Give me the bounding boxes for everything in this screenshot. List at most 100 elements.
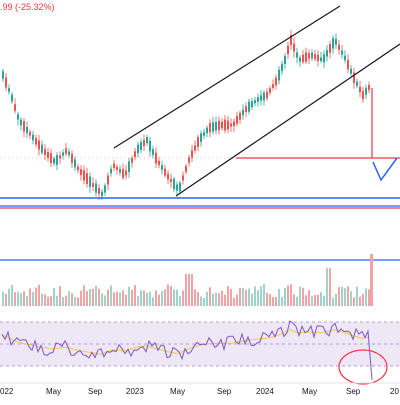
candle-body [80,169,82,176]
candlestick-series [2,30,370,201]
volume-bar [35,287,37,306]
volume-bar [311,296,313,306]
candle-body [350,68,352,74]
volume-bar [62,297,64,306]
time-axis-label: Sep [346,387,361,396]
volume-bar [314,294,316,306]
candle-body [269,88,271,93]
channel-lower-line[interactable] [175,43,400,197]
volume-bar [83,285,85,306]
volume-bar [53,288,55,306]
candle-body [32,134,34,141]
volume-bar [359,296,361,306]
candle-body [281,63,283,72]
volume-bar [140,290,142,306]
volume-bar [14,292,16,306]
time-axis-label: Sep [88,387,103,396]
volume-bar [17,291,19,306]
volume-bar [128,286,130,306]
candle-body [308,53,310,59]
volume-bar [56,295,58,306]
candle-body [266,91,268,99]
volume-bar [287,285,289,306]
target-arrow-icon[interactable] [372,157,398,182]
volume-bar [257,290,259,306]
candle-body [272,84,274,88]
volume-bar [206,291,208,306]
candle-body [155,152,157,164]
time-axis-label: 2024 [256,387,274,396]
candle-body [29,131,31,136]
candle-body [182,175,184,181]
candle-body [296,52,298,58]
volume-bar [107,289,109,306]
volume-bar [251,293,253,306]
volume-bar [137,296,139,306]
candle-body [65,148,67,154]
volume-bar [275,296,277,306]
candle-body [185,166,187,172]
candle-body [26,126,28,134]
candle-body [263,92,265,101]
volume-bar [20,293,22,306]
time-axis-label: May [46,387,61,396]
volume-bar [302,287,304,306]
volume-bar [179,296,181,306]
candle-body [89,176,91,187]
volume-bar [122,290,124,306]
candle-body [356,81,358,86]
volume-bar [92,288,94,306]
volume-bar [197,292,199,306]
candle-body [107,175,109,185]
candle-body [110,168,112,174]
price-change-percent: (-25.32%) [15,2,55,12]
time-axis-label: May [170,387,185,396]
price-pane[interactable] [0,5,400,209]
volume-bar [170,286,172,306]
circle-annotation-icon[interactable] [338,349,388,385]
volume-bar [158,294,160,306]
volume-bar [38,285,40,306]
volume-bar [305,295,307,306]
candle-body [50,153,52,163]
candle-body [164,168,166,176]
candle-body [179,182,181,192]
volume-bars [2,254,373,306]
volume-bar [293,294,295,306]
volume-pane[interactable] [0,254,400,306]
candle-body [254,100,256,104]
volume-bar [149,291,151,306]
volume-bar [164,289,166,306]
candle-body [74,159,76,168]
volume-bar [269,294,271,306]
candle-body [338,44,340,50]
channel-upper-line[interactable] [113,5,341,149]
candle-body [2,71,4,79]
candle-body [206,127,208,134]
price-change-value: .99 [0,2,13,12]
candle-body [59,155,61,159]
candle-body [326,50,328,57]
candle-body [47,152,49,158]
candle-body [293,43,295,52]
volume-bar [290,284,292,306]
volume-bar [134,285,136,306]
volume-bar [236,294,238,306]
candle-body [71,153,73,163]
candle-body [287,45,289,55]
candle-body [251,101,253,108]
rsi-pane[interactable] [0,320,400,385]
volume-bar [284,288,286,306]
candle-body [209,123,211,133]
volume-bar [263,284,265,306]
volume-bar [152,297,154,306]
candle-body [77,166,79,171]
candle-body [230,123,232,127]
volume-bar [341,286,343,306]
candle-body [17,114,19,120]
volume-bar [191,274,193,306]
volume-bar [41,293,43,306]
candle-body [335,38,337,45]
volume-bar [8,288,10,306]
